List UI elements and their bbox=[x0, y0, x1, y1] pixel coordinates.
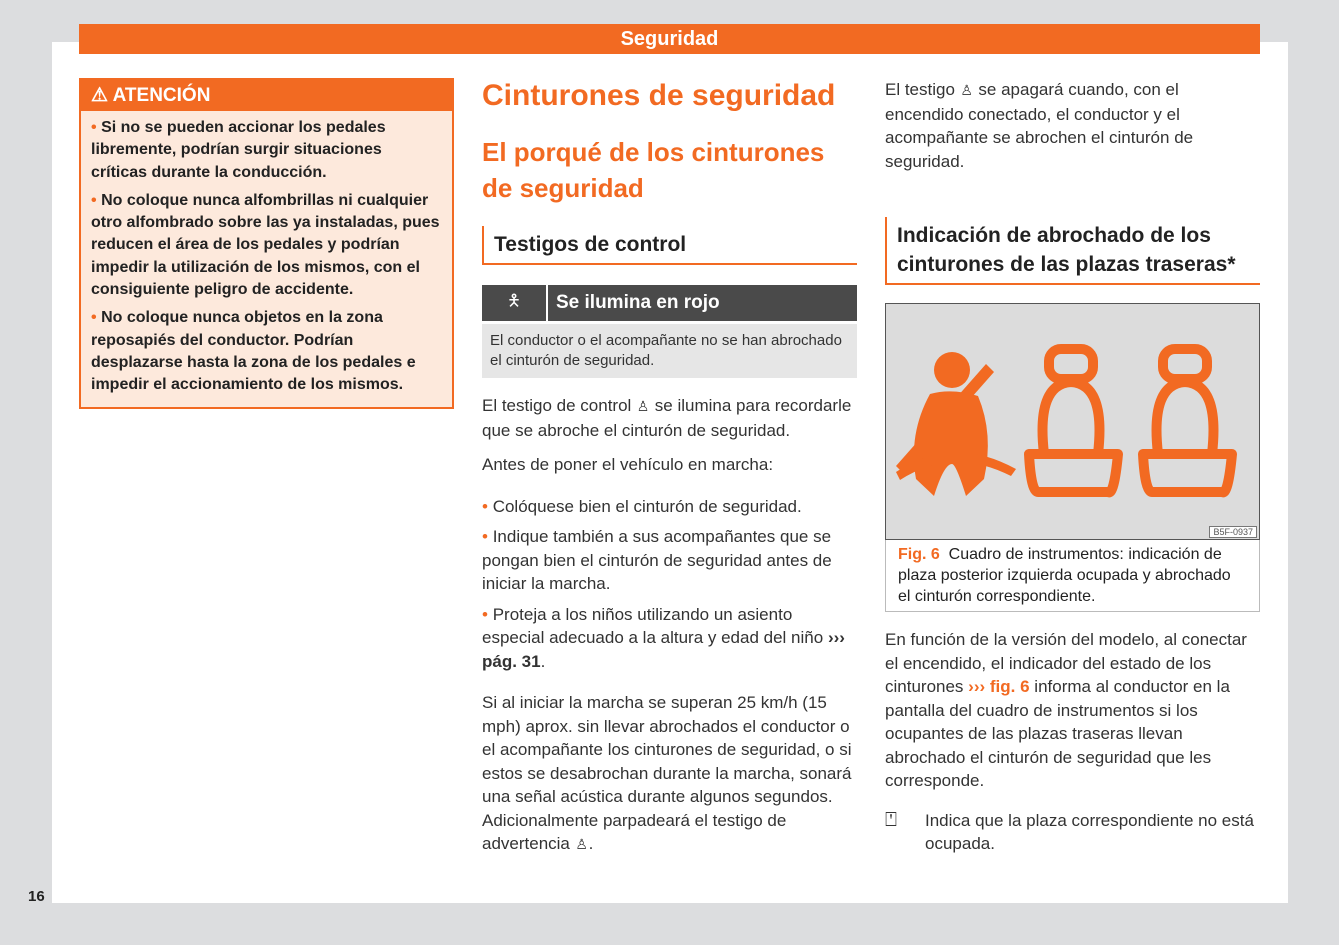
warning-header: ⚠ ATENCIÓN bbox=[81, 80, 452, 111]
figure-code: B5F-0937 bbox=[1209, 526, 1257, 538]
paragraph: Antes de poner el vehículo en marcha: bbox=[482, 455, 774, 474]
seatbelt-icon: ♙ bbox=[960, 82, 973, 98]
indicator-table-row: El conductor o el acompañante no se han … bbox=[482, 324, 857, 378]
warning-item: • No coloque nunca alfombrillas ni cualq… bbox=[91, 191, 440, 299]
subtitle: El porqué de los cinturones de seguridad bbox=[482, 137, 825, 203]
seatbelt-icon: ♙ bbox=[636, 398, 650, 414]
indicator-table-header: 🯅 Se ilumina en rojo bbox=[482, 285, 857, 321]
page-number: 16 bbox=[28, 888, 45, 905]
list-item: • Proteja a los niños utilizando un asie… bbox=[482, 604, 845, 671]
list-item: • Indique también a sus acompañantes que… bbox=[482, 527, 832, 593]
page-link[interactable]: ››› pág. 31 bbox=[482, 628, 845, 671]
figure-image: B5F-0937 bbox=[885, 303, 1260, 540]
warning-item: • Si no se pueden accionar los pedales l… bbox=[91, 119, 386, 181]
legend-item: ⍞ Indica que la plaza correspondiente no… bbox=[885, 809, 1260, 867]
seatbelt-warning-icon: 🯅 bbox=[482, 285, 548, 321]
paragraph: El testigo ♙ se apagará cuando, con el e… bbox=[885, 80, 1194, 171]
paragraph: El testigo de control ♙ se ilumina para … bbox=[482, 396, 852, 440]
warning-box: ⚠ ATENCIÓN • Si no se pueden accionar lo… bbox=[79, 78, 454, 409]
paragraph: En función de la versión del modelo, al … bbox=[885, 630, 1247, 790]
section-header: Seguridad bbox=[79, 24, 1260, 54]
page-title: Cinturones de seguridad bbox=[482, 79, 836, 112]
right-column: El testigo ♙ se apagará cuando, con el e… bbox=[885, 78, 1260, 867]
seatbelt-status-illustration bbox=[896, 344, 1237, 498]
seat-icon bbox=[1138, 344, 1237, 498]
figure-caption: Fig. 6 Cuadro de instrumentos: indicació… bbox=[885, 540, 1260, 612]
figure-link[interactable]: ››› fig. 6 bbox=[968, 677, 1030, 696]
seatbelt-icon: ♙ bbox=[575, 836, 588, 852]
belted-person-icon bbox=[896, 352, 1016, 496]
warning-title: ATENCIÓN bbox=[112, 85, 211, 106]
section-heading: Testigos de control bbox=[482, 226, 857, 265]
warning-triangle-icon: ⚠ bbox=[91, 85, 109, 106]
warning-item: • No coloque nunca objetos en la zona re… bbox=[91, 309, 416, 394]
middle-column: Cinturones de seguridad El porqué de los… bbox=[482, 78, 857, 868]
seat-icon bbox=[1024, 344, 1123, 498]
left-column: ⚠ ATENCIÓN • Si no se pueden accionar lo… bbox=[79, 78, 454, 409]
section-heading: Indicación de abrochado de los cinturone… bbox=[885, 217, 1260, 285]
list-item: • Colóquese bien el cinturón de segurida… bbox=[482, 496, 802, 516]
paragraph: Si al iniciar la marcha se superan 25 km… bbox=[482, 691, 857, 857]
empty-seat-icon: ⍞ bbox=[885, 808, 897, 831]
